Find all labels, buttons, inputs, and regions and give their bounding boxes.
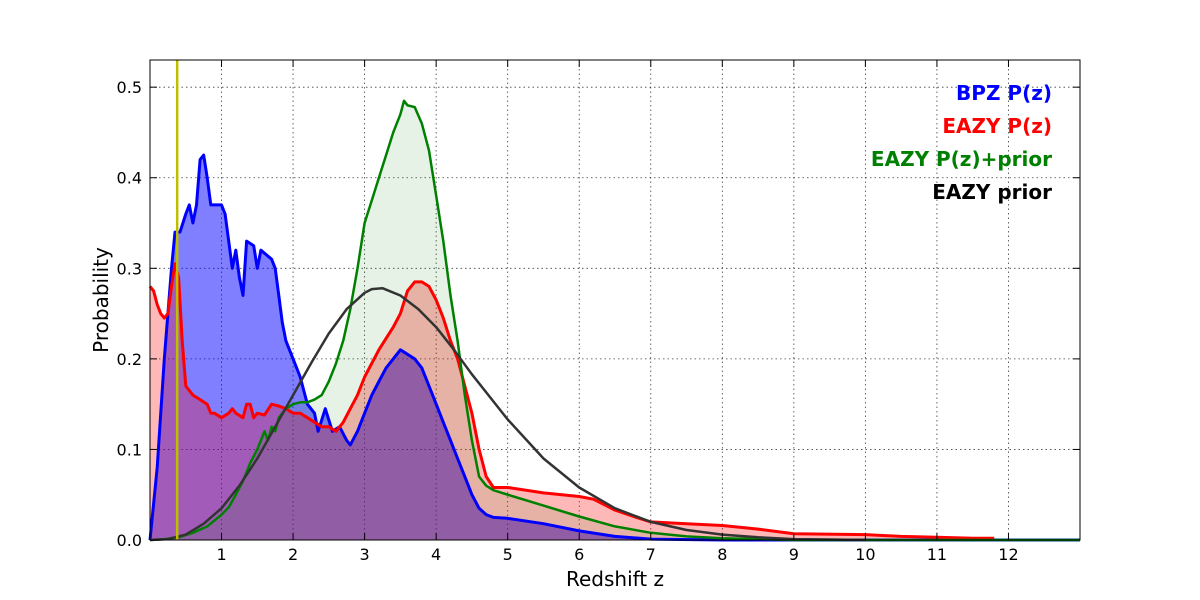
y-tick-label-3: 0.3 xyxy=(117,259,142,278)
y-tick-label-0: 0.0 xyxy=(117,531,142,550)
x-tick-label-10: 11 xyxy=(927,545,947,564)
legend-item-eazy-prior: EAZY prior xyxy=(932,180,1052,204)
x-tick-label-4: 5 xyxy=(503,545,513,564)
y-tick-label-4: 0.4 xyxy=(117,169,142,188)
x-tick-label-1: 2 xyxy=(288,545,298,564)
y-tick-label-5: 0.5 xyxy=(117,78,142,97)
x-tick-label-7: 8 xyxy=(717,545,727,564)
x-tick-label-5: 6 xyxy=(574,545,584,564)
x-tick-label-6: 7 xyxy=(646,545,656,564)
y-tick-label-1: 0.1 xyxy=(117,440,142,459)
y-axis-label: Probability xyxy=(89,247,113,353)
legend-item-eazy-prior-combined: EAZY P(z)+prior xyxy=(871,147,1052,171)
x-tick-label-3: 4 xyxy=(431,545,441,564)
x-tick-label-9: 10 xyxy=(855,545,875,564)
x-axis-label: Redshift z xyxy=(566,567,664,591)
x-tick-label-2: 3 xyxy=(360,545,370,564)
x-tick-label-11: 12 xyxy=(998,545,1018,564)
legend: BPZ P(z) EAZY P(z) EAZY P(z)+prior EAZY … xyxy=(871,81,1052,204)
x-tick-label-8: 9 xyxy=(789,545,799,564)
x-tick-label-0: 1 xyxy=(216,545,226,564)
y-tick-label-2: 0.2 xyxy=(117,350,142,369)
legend-item-bpz: BPZ P(z) xyxy=(956,81,1052,105)
legend-item-eazy: EAZY P(z) xyxy=(942,114,1052,138)
